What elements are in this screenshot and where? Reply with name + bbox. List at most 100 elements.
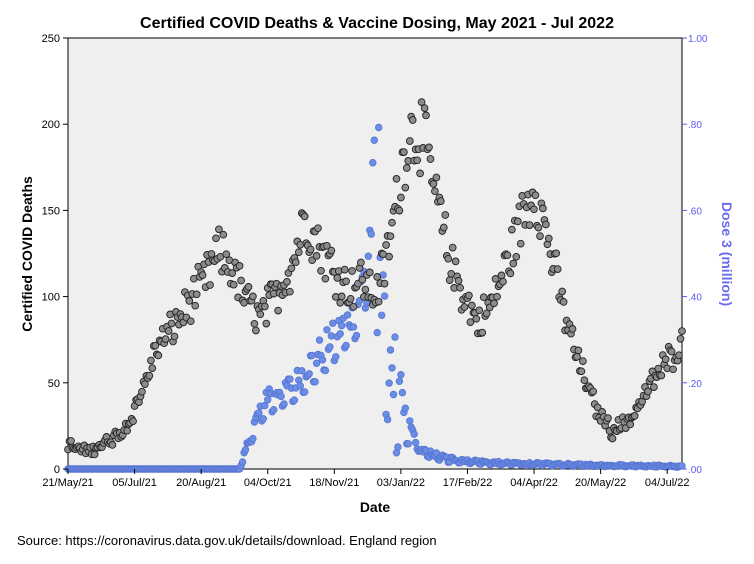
death-point [397,193,405,202]
death-point [482,309,491,318]
dose3-point [277,392,285,401]
death-point [192,290,201,299]
dose3-point [290,396,299,404]
death-point [536,232,544,240]
death-point [661,355,670,364]
dose3-point [352,331,361,340]
death-point [151,341,160,350]
y2-tick-label: 1.00 [688,34,708,45]
death-point [373,273,382,281]
death-point [426,155,435,163]
death-point [516,239,525,248]
dose3-point [238,458,247,466]
death-point [287,264,296,273]
plot-area [67,37,683,470]
death-point [676,334,685,343]
death-point [465,291,473,300]
death-point [589,387,598,396]
dose3-point [391,333,399,341]
death-point [321,274,330,283]
death-point [274,306,282,315]
dose3-point [261,401,269,410]
death-point [493,292,501,301]
death-point [385,252,393,261]
dose3-point [398,388,407,397]
death-point [509,259,518,268]
x-tick-label: 18/Nov/21 [309,477,359,489]
death-point [574,346,583,355]
death-point [148,364,157,372]
x-tick-label: 17/Feb/22 [443,477,493,489]
death-point [408,116,417,124]
death-point [568,325,577,333]
death-point [323,241,331,250]
death-point [327,246,336,255]
x-tick-label: 20/Aug/21 [176,477,226,489]
death-point [161,335,170,343]
dose3-point [315,336,324,344]
death-point [380,279,389,288]
dose3-point [364,252,372,260]
death-point [145,371,154,380]
dose3-point [406,417,414,425]
dose3-point [678,462,686,470]
death-point [626,420,635,429]
death-point [417,98,426,106]
death-point [314,224,322,233]
death-point [198,271,207,279]
death-point [333,274,342,282]
deaths-series [64,98,686,459]
death-point [348,267,356,275]
death-point [317,266,325,275]
death-point [154,351,163,360]
dose3-point [401,404,409,412]
dose3-point [383,415,392,424]
y-axis-label: Certified COVID Deaths [19,176,35,332]
death-point [422,111,430,120]
death-point [138,387,146,396]
dose3-point [404,440,412,448]
death-point [425,143,433,152]
y2-tick-label: .00 [688,465,702,476]
x-tick-label: 04/Jul/22 [645,477,690,489]
death-point [479,293,488,302]
death-point [539,204,547,213]
dose3-point [370,136,378,144]
dose3-point [394,443,402,451]
death-point [222,250,231,259]
dose3-point [280,400,288,408]
death-point [260,302,269,311]
dose3-point [321,366,330,375]
death-point [552,249,561,258]
death-point [340,265,349,274]
death-point [357,258,365,267]
dose3-point [412,438,420,447]
death-point [286,287,294,296]
death-point [244,283,253,291]
y-tick-label: 250 [42,33,60,45]
dose3-point [241,446,250,454]
death-point [531,191,540,200]
death-point [669,365,677,374]
dose3-point [305,370,313,378]
death-point [558,287,567,296]
death-point [294,248,303,257]
death-point [608,434,617,443]
x-axis-label: Date [360,499,391,515]
death-point [342,277,350,286]
death-point [212,234,220,243]
death-point [432,173,441,182]
dose3-point [308,351,316,360]
death-point [250,319,259,328]
death-point [490,299,498,308]
death-point [167,319,176,328]
y2-axis-label: Dose 3 (million) [719,202,735,306]
death-point [525,221,534,229]
dose3-point [385,379,393,387]
death-point [392,174,401,183]
dose3-point [397,371,405,379]
death-point [431,187,439,196]
death-point [401,183,410,192]
death-point [667,347,676,356]
